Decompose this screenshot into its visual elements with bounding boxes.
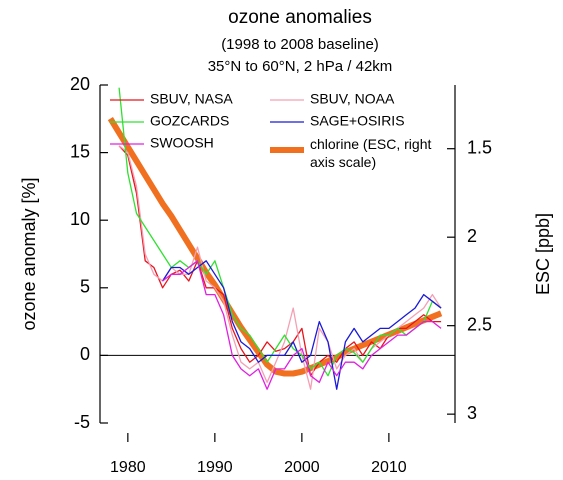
y-tick-label: 5 xyxy=(80,277,90,297)
chart-title: ozone anomalies xyxy=(228,7,372,28)
legend-label-box: chlorine (ESC, right axis scale) xyxy=(310,136,432,170)
y-tick-label: 20 xyxy=(70,74,90,94)
legend-label: GOZCARDS xyxy=(150,113,229,129)
chart-subtitle: 35°N to 60°N, 2 hPa / 42km xyxy=(208,58,393,75)
series-line xyxy=(118,87,442,377)
y2-tick-label: 3 xyxy=(467,403,477,423)
series-line xyxy=(162,260,442,390)
y-tick-label: 0 xyxy=(80,344,90,364)
y2-axis-label: ESC [ppb] xyxy=(533,213,553,295)
y2-tick-label: 2.5 xyxy=(467,314,492,334)
y-axis-label: ozone anomaly [%] xyxy=(19,177,39,330)
y-tick-label: -5 xyxy=(74,412,90,432)
x-tick-label: 2010 xyxy=(371,459,407,476)
legend-label: SAGE+OSIRIS xyxy=(310,113,405,129)
legend-label: chlorine (ESC, right axis scale) xyxy=(310,136,432,170)
legend-label: SBUV, NASA xyxy=(150,91,233,107)
x-tick-label: 1980 xyxy=(110,459,146,476)
series-line xyxy=(118,145,442,377)
y2-tick-label: 1.5 xyxy=(467,137,492,157)
chart-subtitle: (1998 to 2008 baseline) xyxy=(221,36,379,53)
x-tick-label: 1990 xyxy=(197,459,233,476)
x-tick-label: 2000 xyxy=(284,459,320,476)
y-tick-label: 10 xyxy=(70,209,90,229)
legend-label: SBUV, NOAA xyxy=(310,91,395,107)
legend-label: SWOOSH xyxy=(150,135,214,151)
series-line xyxy=(118,145,442,390)
y2-tick-label: 2 xyxy=(467,226,477,246)
series-line xyxy=(162,260,442,390)
y-tick-label: 15 xyxy=(70,141,90,161)
